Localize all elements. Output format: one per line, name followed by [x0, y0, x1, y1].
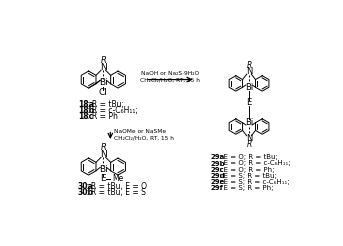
- Text: Bi: Bi: [245, 118, 253, 127]
- Text: : E = O; R = Ph;: : E = O; R = Ph;: [219, 167, 274, 173]
- Text: 30b: 30b: [78, 188, 94, 197]
- Text: NaOH or Na₂S·9H₂O: NaOH or Na₂S·9H₂O: [141, 71, 199, 76]
- Text: Bi: Bi: [245, 83, 253, 92]
- Text: E: E: [100, 174, 106, 184]
- Text: 18a: 18a: [79, 100, 94, 109]
- Text: N: N: [100, 150, 107, 159]
- Text: : E = S; R = tBu;: : E = S; R = tBu;: [219, 173, 277, 179]
- Text: : R = Ph: : R = Ph: [87, 112, 118, 121]
- Text: Me: Me: [112, 174, 123, 184]
- Text: R: R: [246, 140, 252, 149]
- Text: 29a: 29a: [210, 154, 225, 160]
- Text: 18b: 18b: [79, 106, 95, 115]
- Text: 29b: 29b: [210, 160, 225, 167]
- Text: 29d: 29d: [210, 173, 225, 179]
- Text: NaOMe or NaSMe: NaOMe or NaSMe: [114, 129, 166, 134]
- Text: : E = O; R = c-C₆H₁₁;: : E = O; R = c-C₆H₁₁;: [219, 160, 291, 167]
- Text: CH₂Cl₂/H₂O, RT, 15 h: CH₂Cl₂/H₂O, RT, 15 h: [114, 136, 174, 141]
- Text: : R = tBu;: : R = tBu;: [87, 100, 124, 109]
- Text: : E = S; R = c-C₆H₁₁;: : E = S; R = c-C₆H₁₁;: [219, 179, 289, 185]
- Text: : R = c-C₆H₁₁;: : R = c-C₆H₁₁;: [87, 106, 138, 115]
- Text: 29e: 29e: [210, 179, 225, 185]
- Text: : R = tBu, E = O: : R = tBu, E = O: [86, 182, 147, 191]
- Text: : E = O; R = tBu;: : E = O; R = tBu;: [219, 154, 278, 160]
- Text: 18c: 18c: [79, 112, 94, 121]
- Text: CH₂Cl₂/H₂O, RT, 15 h: CH₂Cl₂/H₂O, RT, 15 h: [140, 78, 200, 83]
- Text: R: R: [100, 143, 106, 152]
- Text: : E = S; R = Ph;: : E = S; R = Ph;: [219, 185, 273, 191]
- Text: R: R: [246, 61, 252, 70]
- Text: 29f: 29f: [210, 185, 223, 191]
- Text: Cl: Cl: [99, 88, 108, 97]
- Text: N: N: [100, 63, 107, 72]
- Text: Bi: Bi: [99, 78, 108, 87]
- Text: Bi: Bi: [99, 165, 108, 174]
- Text: N: N: [246, 134, 252, 143]
- Text: 29c: 29c: [210, 167, 224, 173]
- Text: E: E: [246, 98, 252, 107]
- Text: : R = tBu, E = S: : R = tBu, E = S: [86, 188, 146, 197]
- Text: N: N: [246, 67, 252, 76]
- Text: 30a: 30a: [78, 182, 94, 191]
- Text: R: R: [100, 56, 106, 65]
